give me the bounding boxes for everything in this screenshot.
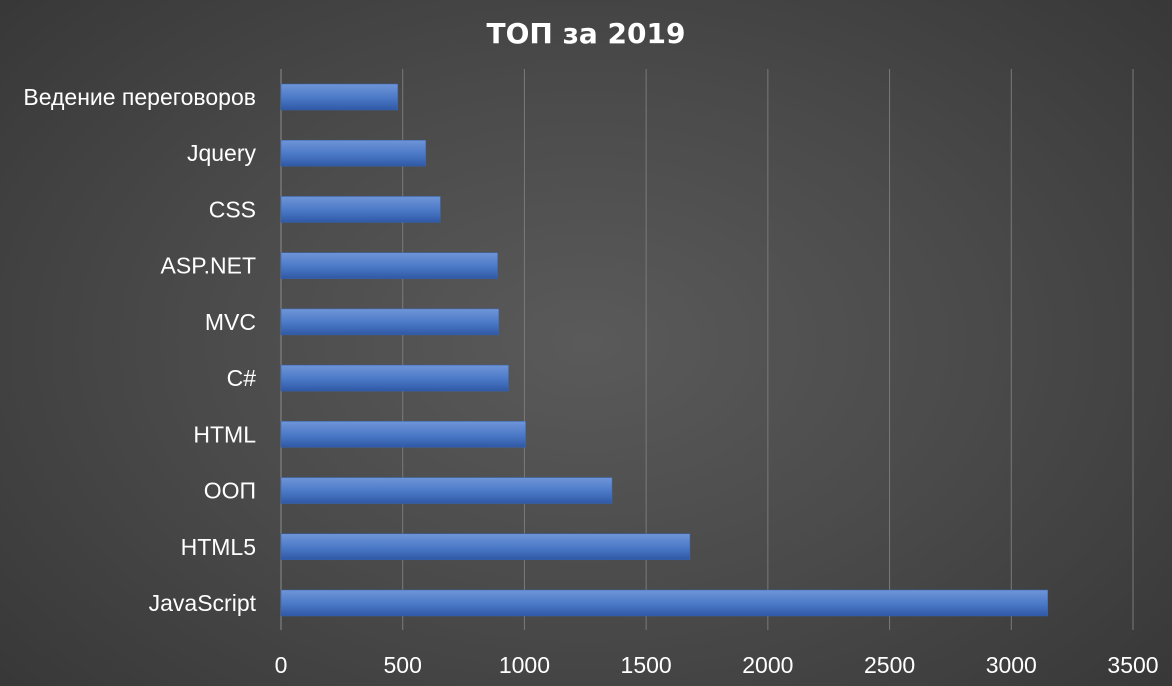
x-tick-label: 2000 <box>742 652 793 678</box>
bar <box>280 533 691 561</box>
bar <box>280 589 1049 617</box>
x-tick-label: 0 <box>275 652 288 678</box>
x-tick-label: 1000 <box>499 652 550 678</box>
category-label: Jquery <box>187 140 257 166</box>
bar-layer <box>280 83 1049 617</box>
bar <box>280 252 498 279</box>
x-tick-label: 3500 <box>1107 652 1158 678</box>
category-labels: JavaScript HTML5 ООП HTML C# MVC ASP.NET CSS Jqu… <box>23 84 256 616</box>
category-label: C# <box>227 365 257 391</box>
category-label: MVC <box>205 309 256 335</box>
x-tick-label: 1500 <box>621 652 672 678</box>
bar <box>280 308 500 336</box>
category-label: Ведение переговоров <box>23 84 256 110</box>
x-tick-label: 3000 <box>986 652 1037 678</box>
x-tick-labels: 0 500 1000 1500 2000 2500 3000 3500 <box>275 652 1159 678</box>
bar <box>280 139 427 167</box>
category-label: JavaScript <box>149 590 257 616</box>
x-tick-label: 2500 <box>864 652 915 678</box>
category-label: CSS <box>209 196 256 222</box>
x-tick-label: 500 <box>384 652 422 678</box>
bar <box>280 83 399 111</box>
category-label: HTML <box>193 421 256 447</box>
chart-title: ТОП за 2019 <box>487 17 686 50</box>
category-label: HTML5 <box>181 534 256 560</box>
grid-layer <box>280 69 1134 630</box>
bar <box>280 477 613 504</box>
bar <box>280 421 526 448</box>
category-label: ASP.NET <box>161 253 256 279</box>
bar <box>280 364 509 392</box>
bar <box>280 196 441 223</box>
category-label: ООП <box>204 478 256 504</box>
